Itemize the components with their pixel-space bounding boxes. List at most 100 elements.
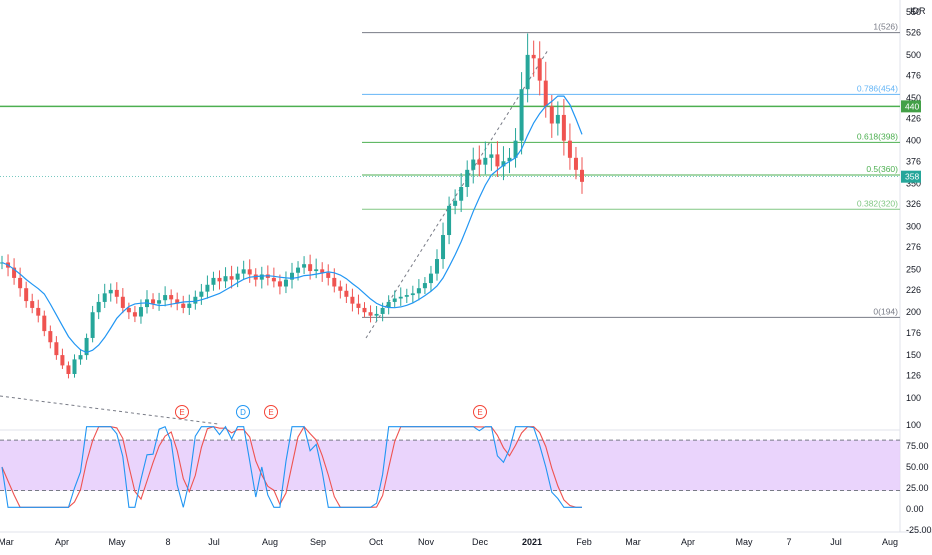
candle-body — [483, 157, 488, 165]
header: IDR — [910, 6, 926, 16]
candle-body — [132, 312, 137, 317]
time-axis-label: Sep — [310, 537, 326, 547]
candle-body — [42, 315, 47, 332]
candle-body — [501, 161, 506, 167]
candle-body — [531, 54, 536, 59]
candle-body — [96, 301, 101, 313]
candle-body — [555, 114, 560, 124]
earnings-marker-icon[interactable]: E — [264, 405, 278, 419]
price-tick-label: 226 — [906, 285, 921, 295]
candle-body — [573, 157, 578, 170]
candle-body — [217, 277, 222, 282]
candle-body — [428, 273, 433, 284]
candle-body — [175, 299, 180, 304]
dividend-marker-icon[interactable]: D — [236, 405, 250, 419]
candle-body — [332, 277, 337, 287]
candles — [0, 33, 584, 379]
time-axis-label: Dec — [472, 537, 489, 547]
candle-body — [199, 291, 204, 297]
candle-body — [90, 312, 95, 338]
candle-body — [537, 58, 542, 81]
candle-body — [12, 267, 17, 278]
candle-body — [368, 312, 373, 316]
candle-body — [447, 205, 452, 236]
candle-body — [453, 200, 458, 206]
candle-body — [60, 355, 65, 366]
price-tick-label: 126 — [906, 371, 921, 381]
price-badge-440-label: 440 — [905, 101, 919, 111]
time-axis-label: Apr — [55, 537, 69, 547]
candle-body — [271, 277, 276, 282]
earnings-marker-icon[interactable]: E — [175, 405, 189, 419]
price-tick-label: 400 — [906, 136, 921, 146]
price-tick-label: 500 — [906, 50, 921, 60]
candle-body — [181, 303, 186, 308]
candle-body — [48, 331, 53, 343]
candle-body — [344, 290, 349, 297]
candle-body — [296, 267, 301, 273]
fib-level-label: 0.382(320) — [857, 198, 898, 208]
oscillator-tick-label: 25.00 — [906, 483, 929, 493]
price-tick-label: 250 — [906, 264, 921, 274]
fib-trend-line[interactable] — [365, 49, 549, 339]
candle-body — [126, 307, 131, 313]
earnings-marker-icon[interactable]: E — [473, 405, 487, 419]
stochastic-k-line — [1, 425, 582, 508]
trend-line[interactable] — [0, 395, 219, 425]
candle-body — [380, 307, 385, 314]
time-axis-label: Aug — [882, 537, 898, 547]
time-axis-label: Mar — [0, 537, 14, 547]
candle-body — [441, 235, 446, 260]
candle-body — [120, 296, 125, 308]
fib-level-label: 0.618(398) — [857, 131, 898, 141]
candle-body — [465, 169, 470, 187]
candle-body — [114, 289, 119, 297]
candle-body — [362, 307, 367, 313]
candle-body — [410, 293, 415, 296]
candle-body — [235, 273, 240, 280]
price-badge-current — [901, 170, 921, 183]
candle-body — [435, 259, 439, 274]
candle-body — [223, 276, 228, 282]
candle-body — [543, 80, 548, 107]
candle-body — [205, 284, 210, 292]
candle-body — [477, 159, 482, 165]
price-tick-label: 450 — [906, 93, 921, 103]
candle-body — [138, 307, 143, 317]
oscillator-tick-label: 50.00 — [906, 462, 929, 472]
candle-body — [338, 286, 343, 291]
candle-body — [66, 365, 71, 374]
candle-body — [229, 276, 234, 280]
price-tick-label: 276 — [906, 242, 921, 252]
time-axis-label: Jul — [208, 537, 220, 547]
candle-body — [283, 279, 288, 287]
currency-label: IDR — [910, 6, 926, 16]
candle-body — [495, 154, 500, 167]
time-axis-label: Oct — [369, 537, 384, 547]
candle-body — [84, 337, 89, 356]
time-axis[interactable]: Mar Apr May 8 Jul Aug Sep Oct Nov Dec 2021 Feb Mar Ap… — [0, 537, 898, 547]
time-axis-label: May — [735, 537, 753, 547]
fib-level-label: 0(194) — [873, 306, 898, 316]
time-axis-label: Aug — [262, 537, 278, 547]
time-axis-label: 8 — [165, 537, 170, 547]
candle-body — [471, 159, 476, 170]
candle-body — [169, 295, 174, 300]
candle-body — [36, 307, 41, 316]
oscillator-tick-label: -25.00 — [906, 525, 932, 535]
candle-body — [18, 277, 23, 289]
moving-average — [1, 95, 583, 354]
fib-level-label: 0.5(360) — [866, 164, 898, 174]
candle-body — [302, 264, 307, 268]
oscillator-axis[interactable]: 100 75.00 50.00 25.00 0.00 -25.00 — [906, 420, 932, 535]
time-axis-label: Mar — [625, 537, 641, 547]
price-tick-label: 476 — [906, 70, 921, 80]
candle-body — [489, 154, 494, 158]
candle-body — [404, 295, 409, 297]
candle-body — [314, 269, 319, 272]
price-axis[interactable]: 550 526 500 476 450 426 400 376 350 326 300 276 250 2… — [901, 7, 921, 403]
candle-body — [308, 264, 313, 272]
